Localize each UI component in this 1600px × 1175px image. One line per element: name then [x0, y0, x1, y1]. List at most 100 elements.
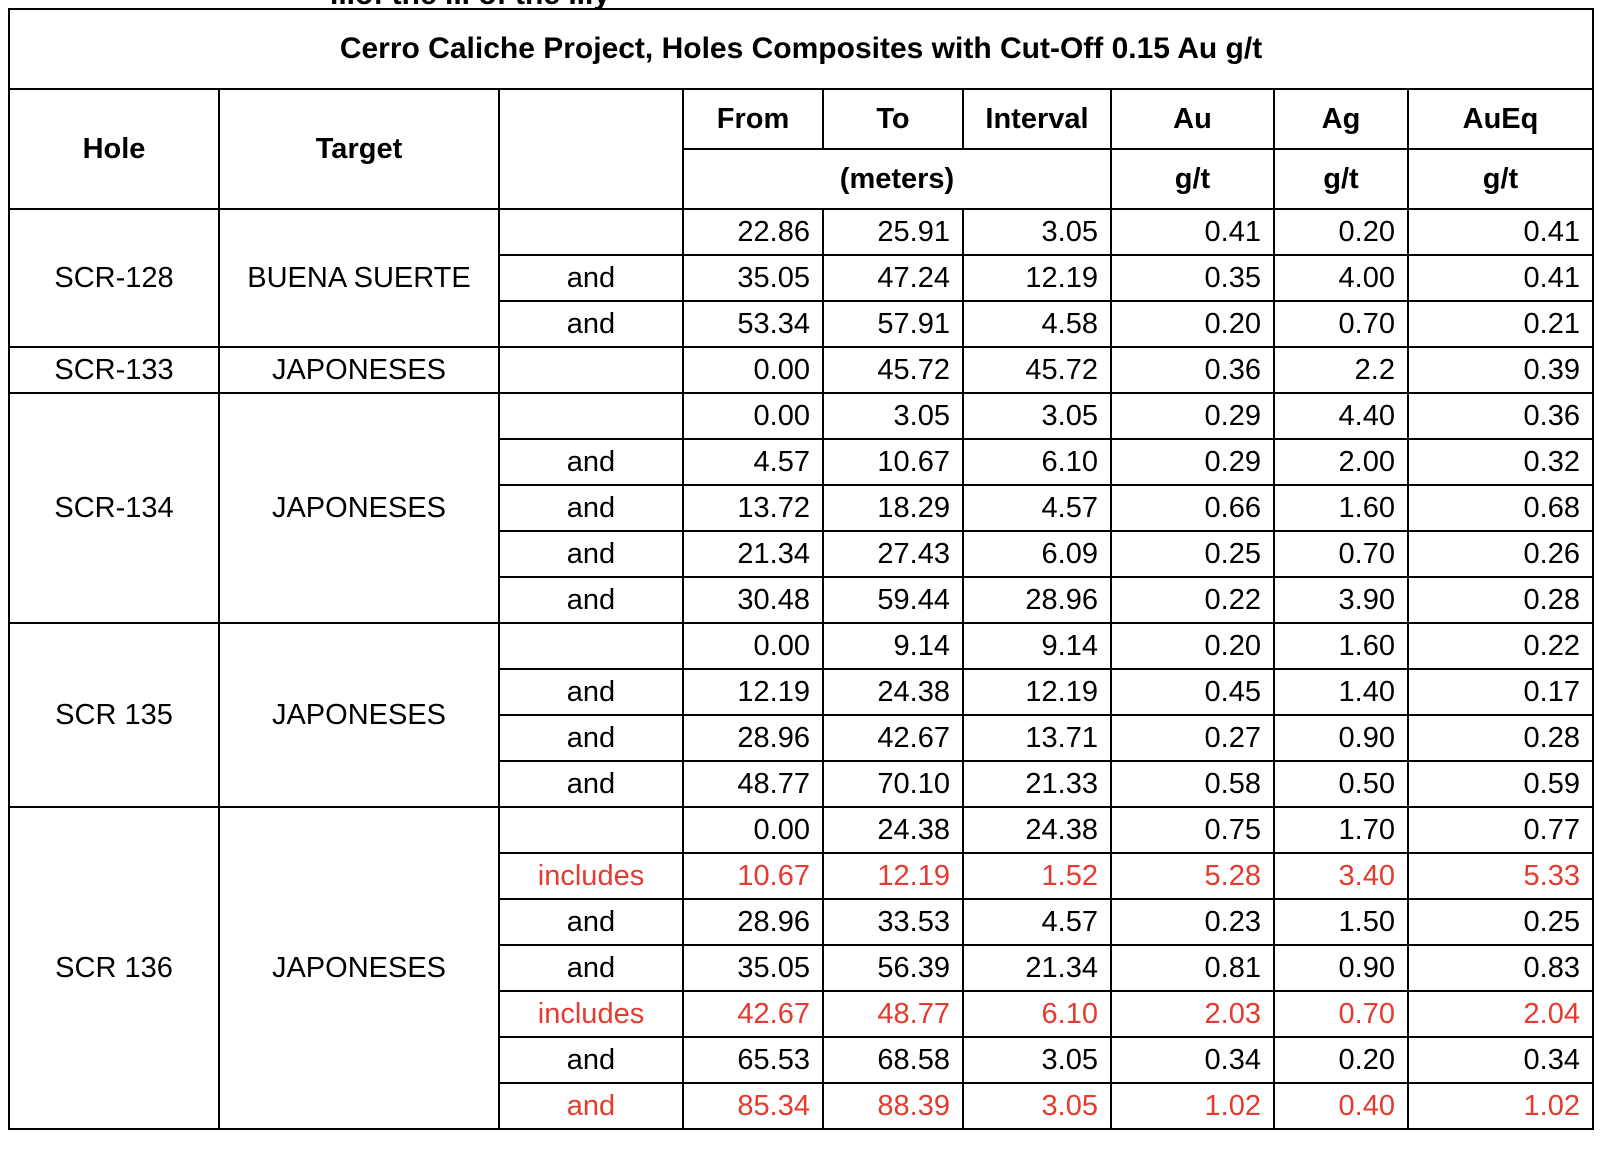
connector-cell — [498, 208, 684, 256]
interval-cell: 1.52 — [962, 852, 1112, 900]
from-cell: 21.34 — [682, 530, 824, 578]
from-cell: 30.48 — [682, 576, 824, 624]
interval-cell: 4.58 — [962, 300, 1112, 348]
table-row: includes 10.67 12.19 1.52 5.28 3.40 5.33 — [9, 852, 1594, 900]
au-cell: 0.36 — [1110, 346, 1275, 394]
aueq-cell: 0.36 — [1407, 392, 1594, 440]
table-row: and 12.19 24.38 12.19 0.45 1.40 0.17 — [9, 668, 1594, 716]
interval-cell: 3.05 — [962, 208, 1112, 256]
ag-cell: 0.20 — [1273, 1036, 1409, 1084]
au-cell: 0.22 — [1110, 576, 1275, 624]
clipped-heading-area: ...of the ... of the ...y — [0, 0, 1600, 14]
connector-cell: and — [498, 1082, 684, 1130]
ag-cell: 0.20 — [1273, 208, 1409, 256]
from-cell: 22.86 — [682, 208, 824, 256]
to-cell: 12.19 — [822, 852, 964, 900]
au-cell: 0.66 — [1110, 484, 1275, 532]
aueq-cell: 0.77 — [1407, 806, 1594, 854]
connector-cell: and — [498, 1036, 684, 1084]
connector-cell: includes — [498, 852, 684, 900]
interval-cell: 24.38 — [962, 806, 1112, 854]
header-interval: Interval — [962, 88, 1112, 150]
ag-cell: 1.60 — [1273, 484, 1409, 532]
ag-cell: 1.60 — [1273, 622, 1409, 670]
to-cell: 9.14 — [822, 622, 964, 670]
header-ag: Ag — [1273, 88, 1409, 150]
aueq-cell: 0.59 — [1407, 760, 1594, 808]
header-connector — [498, 88, 684, 210]
connector-cell: and — [498, 438, 684, 486]
connector-cell — [498, 346, 684, 394]
target-cell: JAPONESES — [218, 346, 500, 394]
aueq-cell: 0.21 — [1407, 300, 1594, 348]
connector-cell: and — [498, 668, 684, 716]
connector-cell: and — [498, 714, 684, 762]
interval-cell: 12.19 — [962, 254, 1112, 302]
table-row: SCR 135 JAPONESES 0.00 9.14 9.14 0.20 1.60 0.22 — [8, 622, 1594, 808]
interval-cell: 12.19 — [962, 668, 1112, 716]
target-cell: JAPONESES — [218, 622, 500, 808]
aueq-cell: 0.22 — [1407, 622, 1594, 670]
ag-cell: 1.50 — [1273, 898, 1409, 946]
hole-id-cell: SCR 136 — [8, 806, 220, 1130]
header-meters-unit: (meters) — [682, 148, 1112, 210]
aueq-cell: 0.17 — [1407, 668, 1594, 716]
from-cell: 4.57 — [682, 438, 824, 486]
table-row: and 35.05 56.39 21.34 0.81 0.90 0.83 — [9, 944, 1594, 992]
interval-cell: 3.05 — [962, 392, 1112, 440]
aueq-cell: 0.25 — [1407, 898, 1594, 946]
table-row: and 30.48 59.44 28.96 0.22 3.90 0.28 — [9, 576, 1594, 624]
interval-cell: 4.57 — [962, 898, 1112, 946]
connector-cell: and — [498, 576, 684, 624]
header-au-unit: g/t — [1110, 148, 1275, 210]
from-cell: 0.00 — [682, 622, 824, 670]
au-cell: 2.03 — [1110, 990, 1275, 1038]
to-cell: 10.67 — [822, 438, 964, 486]
au-cell: 0.29 — [1110, 438, 1275, 486]
ag-cell: 3.40 — [1273, 852, 1409, 900]
header-aueq-unit: g/t — [1407, 148, 1594, 210]
aueq-cell: 5.33 — [1407, 852, 1594, 900]
ag-cell: 0.70 — [1273, 300, 1409, 348]
au-cell: 5.28 — [1110, 852, 1275, 900]
ag-cell: 3.90 — [1273, 576, 1409, 624]
header-ag-unit: g/t — [1273, 148, 1409, 210]
ag-cell: 0.50 — [1273, 760, 1409, 808]
connector-cell — [498, 806, 684, 854]
aueq-cell: 0.34 — [1407, 1036, 1594, 1084]
table-row: and 21.34 27.43 6.09 0.25 0.70 0.26 — [9, 530, 1594, 578]
table-row: and 35.05 47.24 12.19 0.35 4.00 0.41 — [9, 254, 1594, 302]
to-cell: 27.43 — [822, 530, 964, 578]
table-row: and 13.72 18.29 4.57 0.66 1.60 0.68 — [9, 484, 1594, 532]
ag-cell: 2.00 — [1273, 438, 1409, 486]
hole-id-cell: SCR-134 — [8, 392, 220, 624]
aueq-cell: 0.41 — [1407, 208, 1594, 256]
aueq-cell: 0.32 — [1407, 438, 1594, 486]
ag-cell: 1.40 — [1273, 668, 1409, 716]
au-cell: 0.35 — [1110, 254, 1275, 302]
table-row: and 28.96 42.67 13.71 0.27 0.90 0.28 — [9, 714, 1594, 762]
au-cell: 0.34 — [1110, 1036, 1275, 1084]
ag-cell: 1.70 — [1273, 806, 1409, 854]
ag-cell: 4.00 — [1273, 254, 1409, 302]
ag-cell: 0.40 — [1273, 1082, 1409, 1130]
table-title: Cerro Caliche Project, Holes Composites … — [8, 8, 1594, 90]
from-cell: 28.96 — [682, 714, 824, 762]
table-row: and 53.34 57.91 4.58 0.20 0.70 0.21 — [9, 300, 1594, 348]
connector-cell: and — [498, 530, 684, 578]
from-cell: 53.34 — [682, 300, 824, 348]
aueq-cell: 0.68 — [1407, 484, 1594, 532]
target-cell: JAPONESES — [218, 392, 500, 624]
au-cell: 0.41 — [1110, 208, 1275, 256]
table-row: SCR-134 JAPONESES 0.00 3.05 3.05 0.29 4.40 0.36 — [8, 392, 1594, 624]
to-cell: 18.29 — [822, 484, 964, 532]
table-row: SCR 136 JAPONESES 0.00 24.38 24.38 0.75 1.70 0.… — [8, 806, 1594, 1130]
interval-cell: 13.71 — [962, 714, 1112, 762]
connector-cell: and — [498, 898, 684, 946]
interval-cell: 6.09 — [962, 530, 1112, 578]
interval-cell: 21.34 — [962, 944, 1112, 992]
interval-cell: 3.05 — [962, 1036, 1112, 1084]
to-cell: 45.72 — [822, 346, 964, 394]
to-cell: 56.39 — [822, 944, 964, 992]
target-cell: JAPONESES — [218, 806, 500, 1130]
